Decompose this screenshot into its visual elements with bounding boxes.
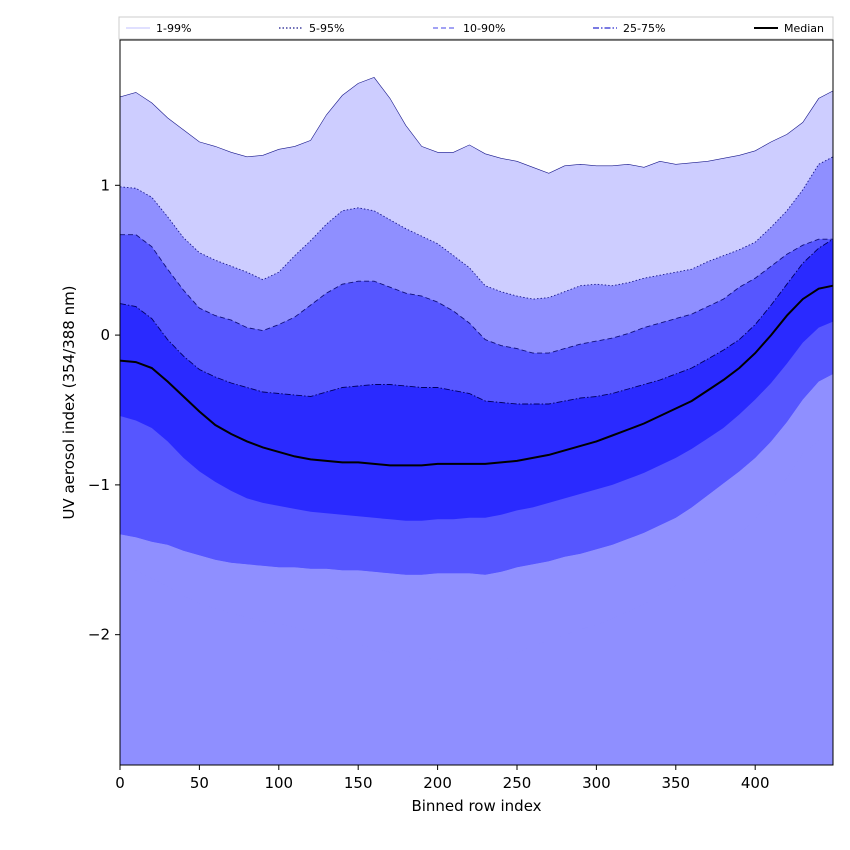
band-upper-line-3 <box>120 234 833 354</box>
y-tick-label: −2 <box>88 626 110 644</box>
y-axis-label: UV aerosol index (354/388 nm) <box>60 285 78 519</box>
median-line <box>119 284 834 467</box>
legend-label: 5-95% <box>309 22 344 35</box>
band-edge-lines <box>119 77 834 405</box>
y-tick-label: 0 <box>100 326 110 344</box>
band-upper-line-4 <box>119 238 834 405</box>
plot-frame <box>119 39 834 766</box>
legend-label: 25-75% <box>623 22 665 35</box>
x-tick-label: 100 <box>264 774 293 792</box>
band-fill-lower-5-95 <box>120 374 833 663</box>
x-tick-label: 300 <box>582 774 611 792</box>
legend: 1-99% 5-95% 10-90% 25-75% Median <box>118 16 834 40</box>
legend-label: Median <box>784 22 824 35</box>
x-tick-label: 350 <box>661 774 690 792</box>
y-tick-label: 1 <box>100 176 110 194</box>
x-tick-label: 50 <box>190 774 209 792</box>
band-fills <box>120 77 833 766</box>
band-upper-line-2 <box>119 156 834 300</box>
band-upper-line-1 <box>119 77 834 174</box>
legend-label: 1-99% <box>156 22 191 35</box>
band-fill-25-75 <box>120 239 833 521</box>
y-tick-label: −1 <box>88 476 110 494</box>
x-tick-label: 400 <box>741 774 770 792</box>
x-tick-label: 200 <box>423 774 452 792</box>
y-axis-ticks: 1 0 −1 −2 <box>88 176 120 644</box>
x-tick-label: 250 <box>503 774 532 792</box>
x-tick-label: 150 <box>344 774 373 792</box>
legend-frame <box>118 16 834 40</box>
x-axis-label: Binned row index <box>411 797 541 815</box>
x-tick-label: 0 <box>115 774 125 792</box>
median-layer <box>119 284 834 467</box>
x-axis-ticks: 0 50 100 150 200 250 300 350 400 <box>115 765 770 792</box>
legend-label: 10-90% <box>463 22 505 35</box>
